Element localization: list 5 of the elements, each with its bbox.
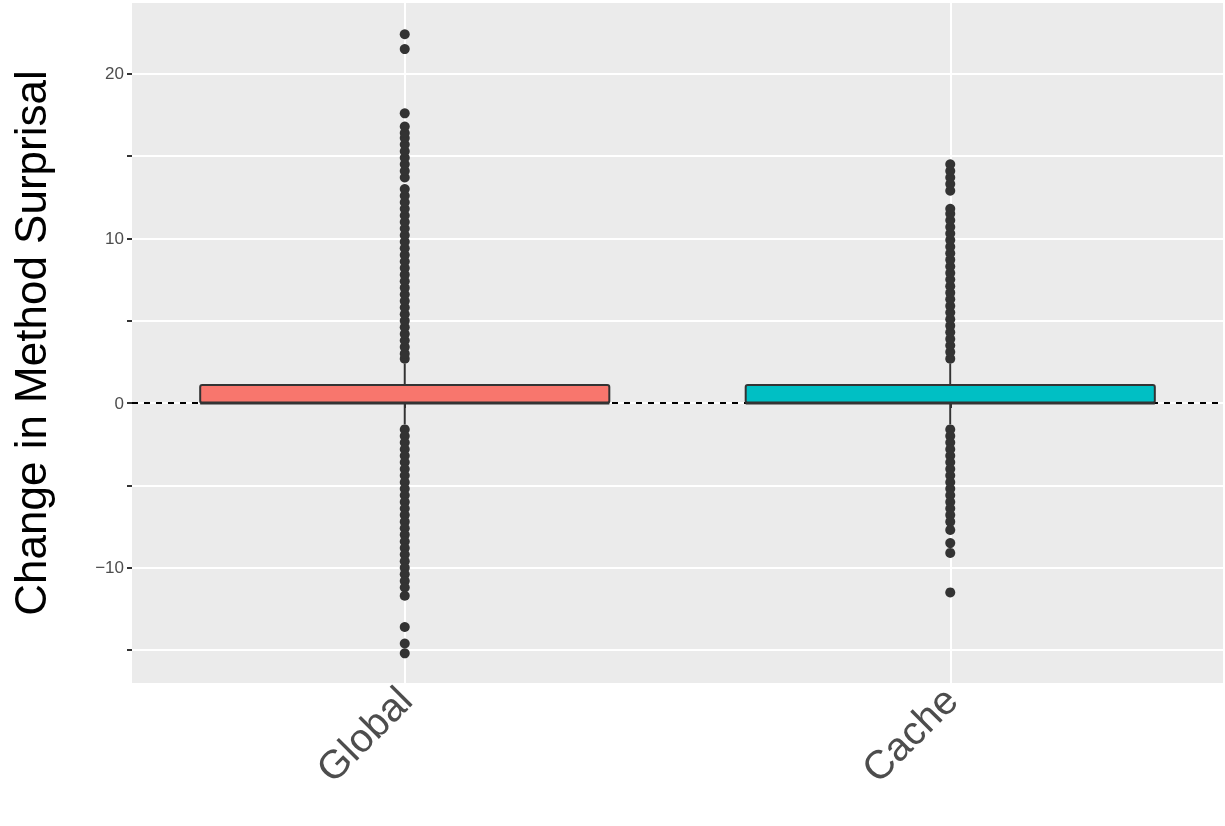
y-tick-label: 10 (105, 228, 124, 248)
y-tick-label: 20 (105, 64, 124, 84)
y-tick-label: 0 (114, 393, 124, 413)
y-axis-title: Change in Method Surprisal (5, 70, 55, 616)
y-tick-label: −10 (95, 558, 124, 578)
